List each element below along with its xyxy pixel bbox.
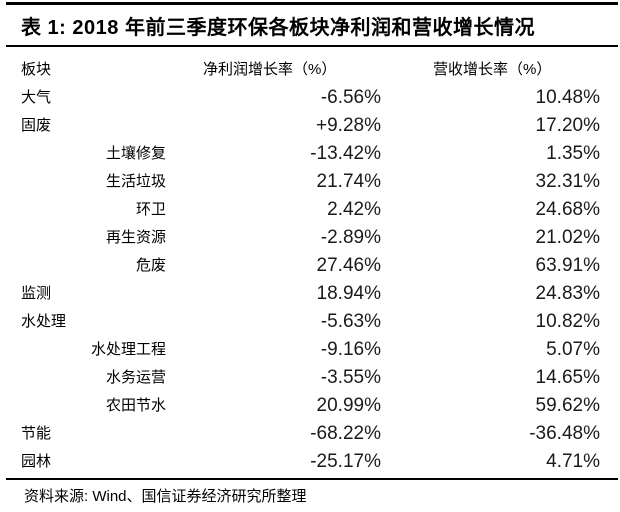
- sector-name: 固废: [21, 117, 52, 134]
- net-profit-growth-value: -13.42%: [310, 143, 381, 164]
- sector-name: 再生资源: [105, 229, 166, 246]
- table-row: 园林 -25.17% 4.71%: [0, 448, 620, 476]
- revenue-growth-value: -36.48%: [529, 423, 600, 444]
- revenue-growth-value: 14.65%: [535, 367, 600, 388]
- table-row: 生活垃圾 21.74% 32.31%: [0, 168, 620, 196]
- table-row: 危废 27.46% 63.91%: [0, 252, 620, 280]
- top-rule: [6, 2, 618, 5]
- table-row: 水处理工程 -9.16% 5.07%: [0, 336, 620, 364]
- revenue-growth-value: 59.62%: [535, 395, 600, 416]
- sector-name: 水处理工程: [90, 341, 166, 358]
- sector-name: 水处理: [21, 313, 67, 330]
- table-row: 水务运营 -3.55% 14.65%: [0, 364, 620, 392]
- revenue-growth-value: 4.71%: [546, 451, 600, 472]
- sector-name: 环卫: [135, 201, 166, 218]
- bottom-rule: [6, 478, 618, 480]
- table-row: 土壤修复 -13.42% 1.35%: [0, 140, 620, 168]
- net-profit-growth-value: -2.89%: [320, 227, 381, 248]
- net-profit-growth-value: 20.99%: [316, 395, 381, 416]
- revenue-growth-value: 10.82%: [535, 311, 600, 332]
- sector-name: 生活垃圾: [105, 173, 166, 190]
- table-row: 大气 -6.56% 10.48%: [0, 84, 620, 112]
- revenue-growth-value: 24.83%: [535, 283, 600, 304]
- header-revenue-growth: 营收增长率（%）: [433, 61, 552, 78]
- revenue-growth-value: 24.68%: [535, 199, 600, 220]
- revenue-growth-value: 1.35%: [546, 143, 600, 164]
- table-row: 节能 -68.22% -36.48%: [0, 420, 620, 448]
- table-row: 水处理 -5.63% 10.82%: [0, 308, 620, 336]
- net-profit-growth-value: -3.55%: [320, 367, 381, 388]
- table-body: 大气 -6.56% 10.48% 固废 +9.28% 17.20% 土壤修复 -13.42% 1…: [0, 84, 620, 476]
- net-profit-growth-value: 18.94%: [316, 283, 381, 304]
- revenue-growth-value: 10.48%: [535, 87, 600, 108]
- net-profit-growth-value: 21.74%: [316, 171, 381, 192]
- sector-name: 大气: [21, 89, 52, 106]
- net-profit-growth-value: -5.63%: [320, 311, 381, 332]
- net-profit-growth-value: -9.16%: [320, 339, 381, 360]
- revenue-growth-value: 63.91%: [535, 255, 600, 276]
- revenue-growth-value: 17.20%: [535, 115, 600, 136]
- net-profit-growth-value: -68.22%: [310, 423, 381, 444]
- title-divider-rule: [6, 45, 618, 47]
- net-profit-growth-value: -6.56%: [320, 87, 381, 108]
- sector-name: 危废: [135, 257, 166, 274]
- sector-name: 土壤修复: [105, 145, 166, 162]
- table-row: 环卫 2.42% 24.68%: [0, 196, 620, 224]
- table-row: 农田节水 20.99% 59.62%: [0, 392, 620, 420]
- table-row: 固废 +9.28% 17.20%: [0, 112, 620, 140]
- sector-name: 园林: [21, 453, 52, 470]
- sector-name: 节能: [21, 425, 52, 442]
- source-note: 资料来源: Wind、国信证券经济研究所整理: [24, 488, 307, 505]
- sector-name: 监测: [21, 285, 52, 302]
- sector-name: 水务运营: [105, 369, 166, 386]
- table-title: 表 1: 2018 年前三季度环保各板块净利润和营收增长情况: [21, 17, 535, 39]
- net-profit-growth-value: 27.46%: [316, 255, 381, 276]
- header-sector: 板块: [21, 61, 52, 78]
- net-profit-growth-value: 2.42%: [327, 199, 381, 220]
- table-header-row: 板块 净利润增长率（%） 营收增长率（%）: [0, 56, 620, 84]
- table-row: 再生资源 -2.89% 21.02%: [0, 224, 620, 252]
- table-row: 监测 18.94% 24.83%: [0, 280, 620, 308]
- revenue-growth-value: 21.02%: [535, 227, 600, 248]
- revenue-growth-value: 32.31%: [535, 171, 600, 192]
- revenue-growth-value: 5.07%: [546, 339, 600, 360]
- header-net-profit-growth: 净利润增长率（%）: [203, 61, 337, 78]
- net-profit-growth-value: +9.28%: [316, 115, 381, 136]
- net-profit-growth-value: -25.17%: [310, 451, 381, 472]
- sector-name: 农田节水: [105, 397, 166, 414]
